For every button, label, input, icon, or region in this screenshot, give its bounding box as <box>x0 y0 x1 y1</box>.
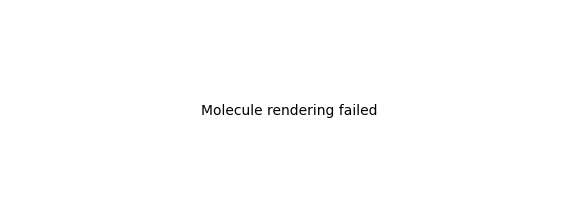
Text: Molecule rendering failed: Molecule rendering failed <box>201 105 377 118</box>
